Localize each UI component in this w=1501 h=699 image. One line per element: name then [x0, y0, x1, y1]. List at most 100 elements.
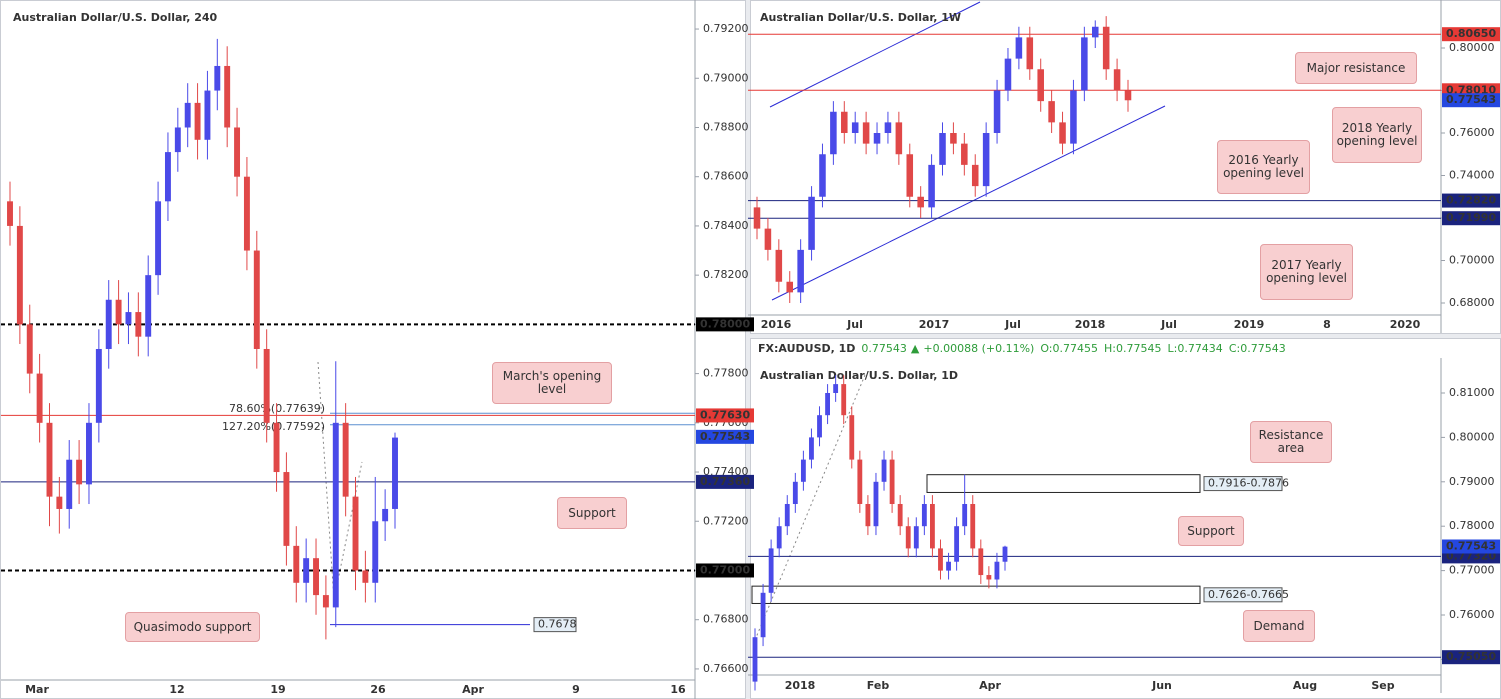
- y-tick-label: 0.78000: [1449, 519, 1495, 532]
- candle-body: [833, 384, 839, 393]
- candle-body: [1124, 90, 1132, 101]
- y-tick-label: 0.76600: [703, 662, 749, 675]
- callout: Quasimodo support: [125, 612, 260, 642]
- candle-body: [841, 111, 848, 133]
- x-tick-label: 2020: [1390, 318, 1421, 331]
- candle-body: [135, 312, 142, 337]
- candle-body: [1102, 26, 1110, 70]
- symbol: FX:AUDUSD, 1D: [758, 342, 855, 355]
- price-badge-label: 0.77543: [1446, 93, 1496, 106]
- price-badge: [696, 429, 754, 444]
- y-tick-label: 0.79000: [703, 71, 749, 84]
- price-badge-label: 0.78010: [1446, 83, 1496, 96]
- callout: Demand: [1243, 610, 1315, 642]
- candle-body: [1037, 69, 1044, 102]
- candle-body: [95, 348, 102, 423]
- candle-body: [164, 152, 171, 202]
- callout-text: Quasimodo support: [125, 612, 260, 642]
- candle-body: [993, 90, 1001, 133]
- zone-label: 0.7916-0.7876: [1208, 477, 1289, 490]
- high: H:0.77545: [1104, 342, 1161, 355]
- price-badge-label: 0.77000: [700, 563, 750, 576]
- zone-box: [926, 474, 1201, 493]
- candle-body: [889, 459, 895, 505]
- open: O:0.77455: [1040, 342, 1098, 355]
- fib-label: 127.20%(0.77592): [222, 420, 325, 433]
- candle-body: [1002, 546, 1008, 562]
- candle-body: [352, 496, 359, 571]
- chart-title: Australian Dollar/U.S. Dollar, 1W: [760, 11, 961, 24]
- price-badge: [1442, 93, 1500, 108]
- last: 0.77543: [861, 342, 907, 355]
- candle-body: [372, 521, 379, 583]
- x-tick-label: 26: [370, 683, 386, 696]
- candle-body: [768, 548, 774, 593]
- candle-body: [1070, 90, 1077, 144]
- candle-body: [1048, 101, 1055, 123]
- y-tick-label: 0.79200: [703, 22, 749, 35]
- candle-body: [1004, 58, 1012, 91]
- y-tick-label: 0.79000: [1449, 475, 1495, 488]
- candle-body: [1081, 37, 1088, 91]
- price-badge: [696, 563, 754, 578]
- x-tick-label: Jul: [846, 318, 863, 331]
- candle-body: [322, 595, 329, 608]
- price-badge-label: 0.75050: [1446, 650, 1496, 663]
- candle-body: [36, 373, 43, 423]
- price-badge: [1442, 539, 1500, 554]
- channel-upper: [769, 1, 981, 108]
- candle-body: [986, 575, 992, 580]
- candle-body: [775, 249, 783, 282]
- y-tick-label: 0.78600: [703, 170, 749, 183]
- candle-body: [764, 228, 772, 250]
- candle-body: [851, 122, 859, 133]
- y-tick-label: 0.78200: [703, 268, 749, 281]
- x-tick-label: 19: [270, 683, 285, 696]
- candle-body: [243, 176, 250, 251]
- zone-label: 0.7626-0.7665: [1208, 588, 1289, 601]
- x-tick-label: Jun: [1151, 679, 1172, 692]
- x-tick-label: Aug: [1293, 679, 1317, 692]
- low: L:0.77434: [1167, 342, 1222, 355]
- candle-body: [342, 422, 349, 497]
- x-tick-label: 2017: [919, 318, 950, 331]
- candle-body: [125, 312, 132, 325]
- candle-body: [808, 196, 815, 250]
- candle-body: [184, 102, 191, 128]
- price-badge-label: 0.80650: [1446, 27, 1496, 40]
- candle-body: [214, 65, 221, 91]
- candle-body: [817, 415, 822, 438]
- callout: Resistance area: [1250, 421, 1332, 463]
- x-tick-label: 2019: [1234, 318, 1265, 331]
- price-badge-label: 0.77360: [700, 475, 750, 488]
- y-tick-label: 0.76800: [703, 613, 749, 626]
- candle-body: [970, 504, 976, 549]
- price-badge: [1442, 650, 1500, 665]
- panel-1d: [750, 338, 1501, 699]
- candle-body: [1091, 26, 1099, 38]
- chart-title: Australian Dollar/U.S. Dollar, 1D: [760, 369, 958, 382]
- candle-body: [961, 143, 968, 165]
- x-tick-label: Apr: [979, 679, 1001, 692]
- candle-body: [313, 558, 319, 596]
- candle-body: [857, 459, 863, 505]
- callout-text: March's opening level: [492, 362, 612, 404]
- candle-body: [174, 127, 181, 153]
- candle-body: [786, 281, 794, 293]
- candle-body: [905, 526, 911, 549]
- callout-text: 2017 Yearly opening level: [1260, 244, 1353, 300]
- candle-body: [792, 481, 798, 505]
- panel-240: [0, 0, 746, 699]
- price-badge: [696, 408, 754, 423]
- candle-body: [752, 637, 758, 682]
- candle-body: [332, 422, 339, 608]
- callout-text: 2016 Yearly opening level: [1217, 140, 1310, 194]
- x-tick-label: Sep: [1371, 679, 1394, 692]
- y-tick-label: 0.76000: [1449, 608, 1495, 621]
- candle-body: [776, 526, 782, 549]
- candle-body: [809, 437, 814, 460]
- candle-body: [46, 422, 53, 497]
- candle-body: [962, 504, 968, 527]
- candle-body: [155, 201, 162, 276]
